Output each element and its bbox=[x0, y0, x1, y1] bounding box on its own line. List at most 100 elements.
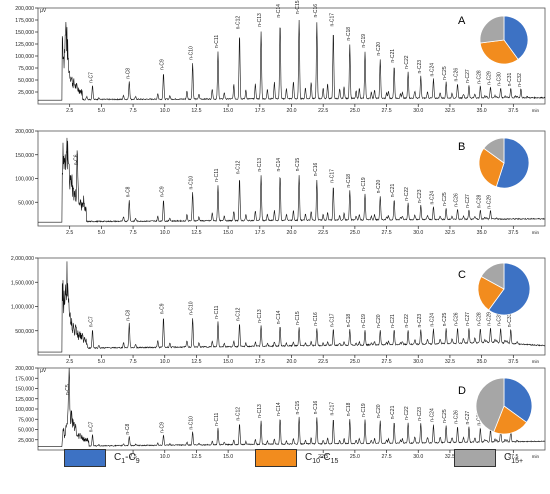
x-tick-label: 35.0 bbox=[477, 108, 487, 114]
x-tick-label: 22.5 bbox=[318, 230, 328, 236]
peak-label: n-C21 bbox=[390, 405, 396, 419]
peak-label: n-C18 bbox=[346, 314, 352, 328]
peak-label: n-C15 bbox=[295, 311, 301, 325]
x-tick-label: 12.5 bbox=[191, 454, 201, 460]
x-tick-label: 32.5 bbox=[445, 454, 455, 460]
peak-label: n-C24 bbox=[429, 313, 435, 327]
peak-label: n-C22 bbox=[404, 314, 410, 328]
x-tick-label: 2.5 bbox=[66, 359, 73, 365]
x-tick-label: 20.0 bbox=[286, 230, 296, 236]
x-unit-label: min bbox=[532, 359, 540, 364]
peak-label: n-C20 bbox=[376, 404, 382, 418]
peak-label: n-C26 bbox=[454, 410, 460, 424]
plot-frame bbox=[37, 130, 546, 227]
y-tick-label: 1,000,000 bbox=[11, 305, 34, 311]
x-tick-label: 22.5 bbox=[318, 108, 328, 114]
peak-label: n-C14 bbox=[276, 402, 282, 416]
peak-label: n-C28 bbox=[476, 194, 482, 208]
peak-label: n-C31 bbox=[507, 72, 513, 86]
y-tick-label: 75,000 bbox=[18, 66, 34, 72]
peak-label: n-C11 bbox=[214, 168, 220, 181]
chromatogram-trace bbox=[38, 19, 546, 101]
peak-label: n-C8 bbox=[125, 186, 131, 197]
legend-swatch-c15-plus bbox=[454, 449, 496, 467]
peak-label: n-C22 bbox=[404, 187, 410, 201]
x-tick-label: 2.5 bbox=[66, 108, 73, 114]
pie-slice-c1-c9 bbox=[503, 15, 529, 60]
plot-frame bbox=[37, 367, 546, 451]
y-tick-label: 175,000 bbox=[15, 376, 34, 382]
panel-letter: D bbox=[458, 385, 466, 397]
x-tick-label: 5.0 bbox=[98, 108, 105, 114]
x-tick-label: 27.5 bbox=[382, 454, 392, 460]
peak-label: n-C16 bbox=[313, 400, 319, 414]
x-tick-label: 30.0 bbox=[413, 454, 423, 460]
peak-label: n-C7 bbox=[88, 316, 94, 327]
peak-label: n-C18 bbox=[346, 402, 352, 416]
x-tick-label: 17.5 bbox=[255, 108, 265, 114]
y-tick-label: 500,000 bbox=[15, 329, 34, 335]
peak-label: n-C8 bbox=[125, 68, 131, 79]
y-tick-label: 50,000 bbox=[18, 200, 34, 206]
peak-label: n-C8 bbox=[125, 310, 131, 321]
x-tick-label: 10.0 bbox=[160, 108, 170, 114]
legend-swatch-c10-c15 bbox=[255, 449, 297, 467]
x-tick-label: 25.0 bbox=[350, 454, 360, 460]
y-tick-label: 200,000 bbox=[15, 129, 34, 135]
x-tick-label: 20.0 bbox=[286, 108, 296, 114]
y-tick-label: 1,500,000 bbox=[11, 280, 34, 286]
pie-slice-c15-plus bbox=[480, 262, 505, 290]
peak-label: n-C26 bbox=[454, 312, 460, 326]
x-tick-label: 12.5 bbox=[191, 359, 201, 365]
y-tick-label: 25,000 bbox=[18, 438, 34, 444]
x-tick-label: 37.5 bbox=[508, 230, 518, 236]
x-unit-label: min bbox=[532, 230, 540, 235]
x-tick-label: 15.0 bbox=[223, 108, 233, 114]
peak-label: n-C10 bbox=[189, 301, 195, 315]
y-tick-label: 100,000 bbox=[15, 177, 34, 183]
peak-label: n-C20 bbox=[376, 314, 382, 328]
peak-label: n-C13 bbox=[257, 404, 263, 418]
y-tick-label: 100,000 bbox=[15, 407, 34, 413]
peak-label: n-C28 bbox=[476, 70, 482, 84]
chromatogram-panel-d: 25,000 50,000 75,000 100,000 125,000 150,000 1… bbox=[15, 366, 546, 460]
peak-label: n-C21 bbox=[390, 183, 396, 197]
peak-label: n-C27 bbox=[465, 411, 471, 425]
peak-label: n-C27 bbox=[465, 312, 471, 326]
y-tick-label: 2,000,000 bbox=[11, 256, 34, 262]
peak-label: n-C31 bbox=[507, 313, 513, 327]
legend-label-c1-c9: C1-C9 bbox=[114, 451, 140, 465]
peak-label: n-C28 bbox=[476, 312, 482, 326]
peak-label: n-C16 bbox=[313, 162, 319, 176]
peak-label: n-C18 bbox=[346, 27, 352, 41]
x-tick-label: 27.5 bbox=[382, 359, 392, 365]
panel-letter: A bbox=[458, 15, 466, 27]
peak-label: n-C29 bbox=[487, 312, 493, 326]
y-tick-label: 100,000 bbox=[15, 54, 34, 60]
pie-slice-c1-c9 bbox=[503, 377, 533, 424]
x-tick-label: 37.5 bbox=[508, 454, 518, 460]
peak-label: n-C11 bbox=[214, 412, 220, 425]
x-tick-label: 32.5 bbox=[445, 230, 455, 236]
x-tick-label: 27.5 bbox=[382, 108, 392, 114]
x-tick-label: 25.0 bbox=[350, 108, 360, 114]
peak-label: n-C15 bbox=[295, 0, 301, 14]
peak-label: n-C14 bbox=[276, 4, 282, 18]
peak-label: n-C13 bbox=[257, 13, 263, 27]
y-tick-label: 25,000 bbox=[18, 90, 34, 96]
x-tick-label: 7.5 bbox=[129, 230, 136, 236]
peak-label: n-C15 bbox=[295, 158, 301, 172]
peak-label: n-C11 bbox=[214, 305, 220, 318]
peak-label: n-C24 bbox=[429, 191, 435, 205]
peak-label: n-C16 bbox=[313, 4, 319, 18]
pie-slice-c10-c15 bbox=[478, 147, 505, 188]
peak-label: n-C32 bbox=[517, 73, 523, 87]
x-tick-label: 17.5 bbox=[255, 359, 265, 365]
peak-label: n-C9 bbox=[159, 59, 165, 70]
x-tick-label: 27.5 bbox=[382, 230, 392, 236]
pie-slice-c10-c15 bbox=[477, 275, 505, 311]
peak-label: n-C18 bbox=[346, 174, 352, 188]
peak-label: n-C14 bbox=[276, 310, 282, 324]
y-tick-label: 125,000 bbox=[15, 42, 34, 48]
